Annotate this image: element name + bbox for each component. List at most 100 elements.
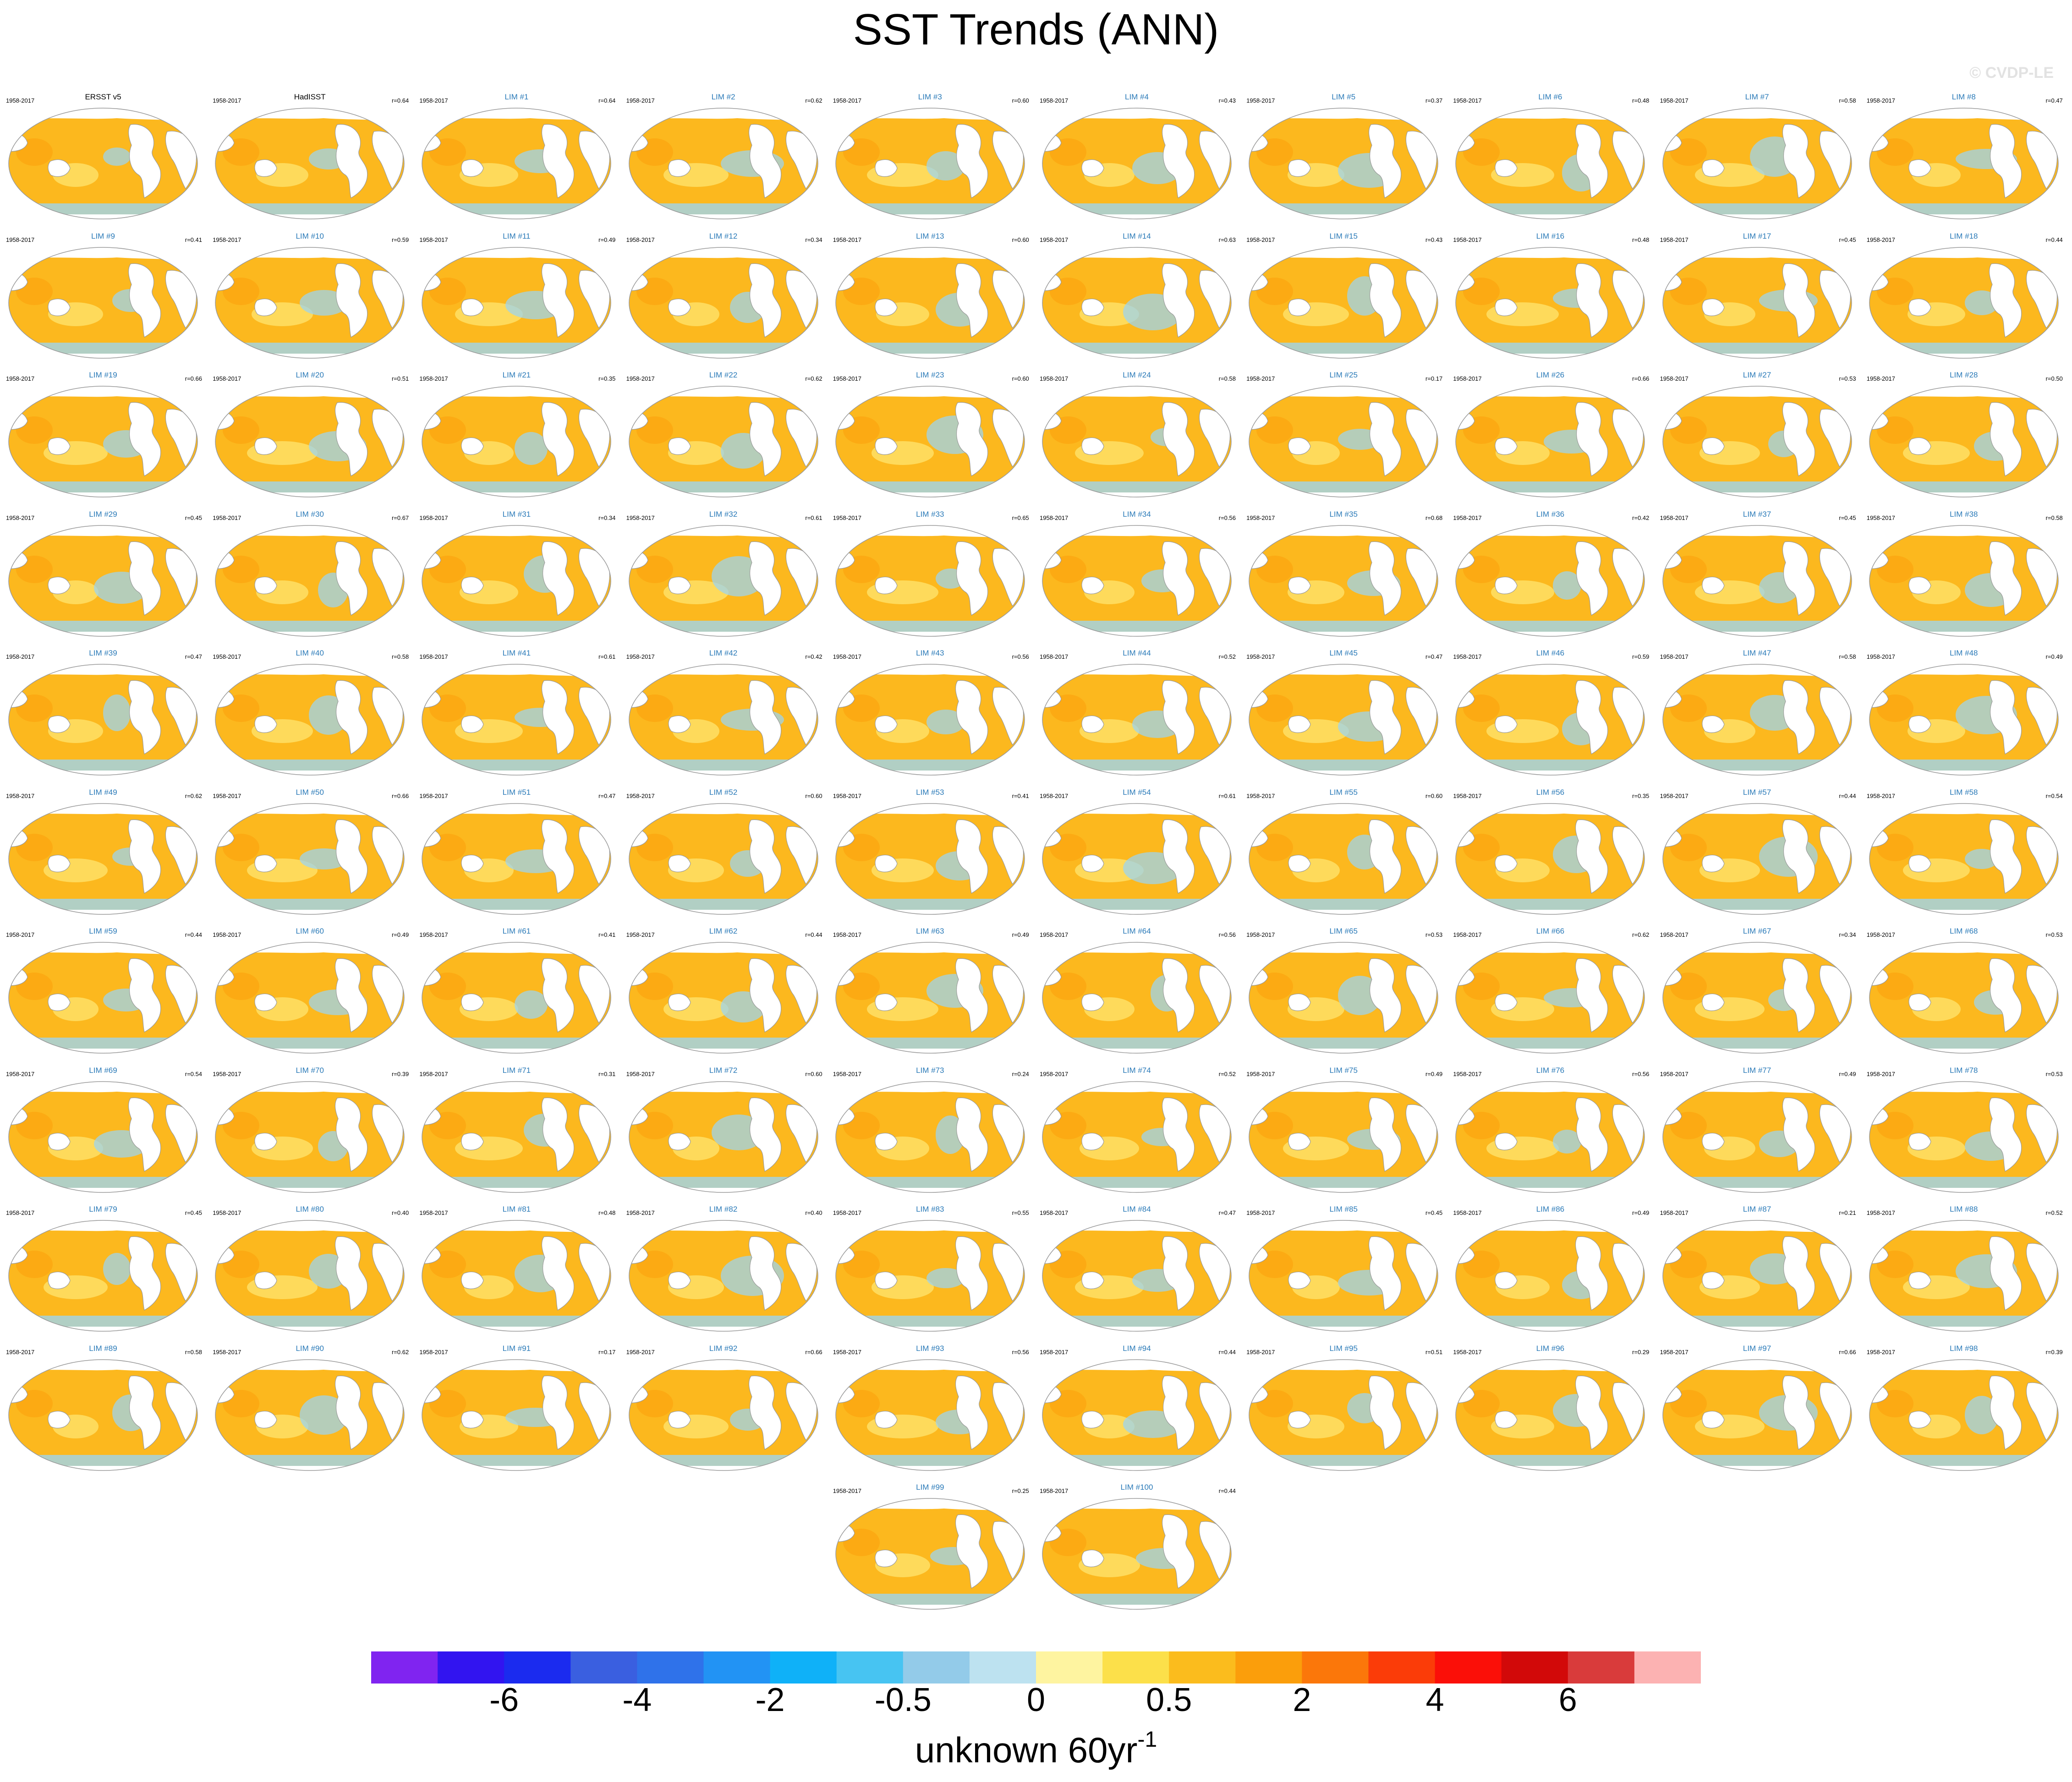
panel-title: LIM #3 (918, 93, 942, 101)
panel-period: 1958-2017 (1866, 514, 1895, 521)
panel-correlation: r=0.44 (1839, 792, 1856, 799)
panel-correlation: r=0.39 (2045, 1348, 2063, 1356)
lim-panel: 1958-2017 LIM #25 r=0.17 (1243, 371, 1444, 506)
lim-panel: 1958-2017 LIM #59 r=0.44 (2, 927, 204, 1062)
panel-period: 1958-2017 (1453, 1070, 1482, 1077)
lim-panel: 1958-2017 LIM #88 r=0.52 (1863, 1205, 2065, 1340)
colorbar-tick-label: 2 (1293, 1682, 1311, 1718)
panel-correlation: r=0.47 (2045, 97, 2063, 104)
lim-panel: 1958-2017 LIM #26 r=0.66 (1449, 371, 1651, 506)
panel-period: 1958-2017 (419, 375, 448, 382)
panel-title: LIM #70 (296, 1066, 324, 1075)
panel-correlation: r=0.44 (1218, 1348, 1236, 1356)
panel-period: 1958-2017 (1660, 236, 1688, 243)
panel-period: 1958-2017 (1040, 931, 1069, 938)
panel-correlation: r=0.66 (1839, 1348, 1856, 1356)
colorbar-swatch (1235, 1651, 1302, 1684)
panel-correlation: r=0.45 (1839, 236, 1856, 243)
panel-period: 1958-2017 (833, 931, 861, 938)
panel-correlation: r=0.64 (598, 97, 616, 104)
sst-map (1662, 1081, 1852, 1193)
panel-correlation: r=0.48 (1632, 97, 1650, 104)
panel-period: 1958-2017 (1453, 375, 1482, 382)
colorbar-tick-label: 0.5 (1146, 1682, 1192, 1718)
panel-period: 1958-2017 (1246, 931, 1275, 938)
panel-period: 1958-2017 (6, 1209, 35, 1216)
colorbar-swatch (969, 1651, 1036, 1684)
lim-panel: 1958-2017 LIM #14 r=0.63 (1036, 232, 1238, 367)
panel-title: LIM #69 (89, 1066, 117, 1075)
lim-panel: 1958-2017 LIM #100 r=0.44 (1036, 1483, 1238, 1618)
panel-title: LIM #56 (1536, 787, 1565, 797)
lim-panel: 1958-2017 LIM #63 r=0.49 (829, 927, 1031, 1062)
lim-panel: 1958-2017 LIM #6 r=0.48 (1449, 93, 1651, 228)
panel-period: 1958-2017 (213, 97, 241, 104)
lim-panel: 1958-2017 LIM #94 r=0.44 (1036, 1344, 1238, 1480)
panel-title: LIM #42 (709, 649, 738, 657)
panel-correlation: r=0.60 (1425, 792, 1443, 799)
panel-correlation: r=0.44 (2045, 236, 2063, 243)
panel-title: LIM #39 (89, 649, 117, 657)
lim-panel: 1958-2017 LIM #93 r=0.56 (829, 1344, 1031, 1480)
panel-correlation: r=0.41 (1012, 792, 1029, 799)
panel-title: LIM #33 (916, 509, 944, 519)
sst-map (1249, 664, 1438, 776)
panel-correlation: r=0.51 (1425, 1348, 1443, 1356)
panel-period: 1958-2017 (1660, 931, 1688, 938)
sst-map (1042, 1081, 1232, 1193)
panel-title: LIM #95 (1329, 1344, 1358, 1353)
colorbar-tick-label: 6 (1558, 1682, 1577, 1718)
sst-map (422, 1359, 612, 1471)
panel-period: 1958-2017 (1660, 514, 1688, 521)
panel-correlation: r=0.67 (391, 514, 409, 521)
panel-period: 1958-2017 (1040, 236, 1069, 243)
sst-map (1249, 1359, 1438, 1471)
panel-correlation: r=0.42 (1632, 514, 1650, 521)
panel-title: LIM #1 (504, 93, 529, 101)
panel-title: LIM #53 (916, 787, 944, 797)
sst-map (628, 108, 818, 219)
panel-title: LIM #87 (1743, 1205, 1771, 1214)
panel-period: 1958-2017 (833, 653, 861, 660)
panel-period: 1958-2017 (1453, 653, 1482, 660)
sst-map (628, 386, 818, 497)
lim-panel: 1958-2017 LIM #13 r=0.60 (829, 232, 1031, 367)
sst-map (1662, 664, 1852, 776)
lim-panel: 1958-2017 LIM #44 r=0.52 (1036, 649, 1238, 784)
sst-map (628, 525, 818, 637)
sst-map (1869, 108, 2059, 219)
sst-map (835, 108, 1025, 219)
lim-panel: 1958-2017 LIM #50 r=0.66 (209, 788, 411, 924)
panel-title: LIM #5 (1332, 93, 1356, 101)
sst-map (835, 525, 1025, 637)
panel-period: 1958-2017 (1660, 1209, 1688, 1216)
colorbar-tick-label: -2 (755, 1682, 785, 1718)
colorbar-swatch (504, 1651, 571, 1684)
sst-map (1455, 803, 1645, 915)
lim-panel: 1958-2017 LIM #10 r=0.59 (209, 232, 411, 367)
panel-title: LIM #89 (89, 1344, 117, 1353)
panel-correlation: r=0.43 (1425, 236, 1443, 243)
lim-panel: 1958-2017 LIM #42 r=0.42 (623, 649, 824, 784)
sst-map (1455, 386, 1645, 497)
colorbar-tick-label: 0 (1026, 1682, 1046, 1718)
panel-title: LIM #58 (1950, 787, 1978, 797)
panel-period: 1958-2017 (419, 97, 448, 104)
panel-period: 1958-2017 (833, 1487, 861, 1494)
sst-map (422, 246, 612, 359)
lim-panel: 1958-2017 LIM #4 r=0.43 (1036, 93, 1238, 228)
panel-title: LIM #4 (1125, 93, 1149, 101)
panel-title: LIM #96 (1536, 1344, 1565, 1353)
panel-title: LIM #19 (89, 371, 117, 379)
sst-map (215, 246, 405, 359)
panel-title: LIM #30 (296, 509, 324, 519)
lim-panel: 1958-2017 LIM #23 r=0.60 (829, 371, 1031, 506)
lim-panel: 1958-2017 LIM #27 r=0.53 (1656, 371, 1858, 506)
sst-map (8, 246, 198, 359)
lim-panel: 1958-2017 LIM #19 r=0.66 (2, 371, 204, 506)
sst-map (8, 1359, 198, 1471)
panel-correlation: r=0.40 (805, 1209, 822, 1216)
panel-correlation: r=0.37 (1425, 97, 1443, 104)
sst-map (1662, 246, 1852, 359)
panel-correlation: r=0.35 (1632, 792, 1650, 799)
